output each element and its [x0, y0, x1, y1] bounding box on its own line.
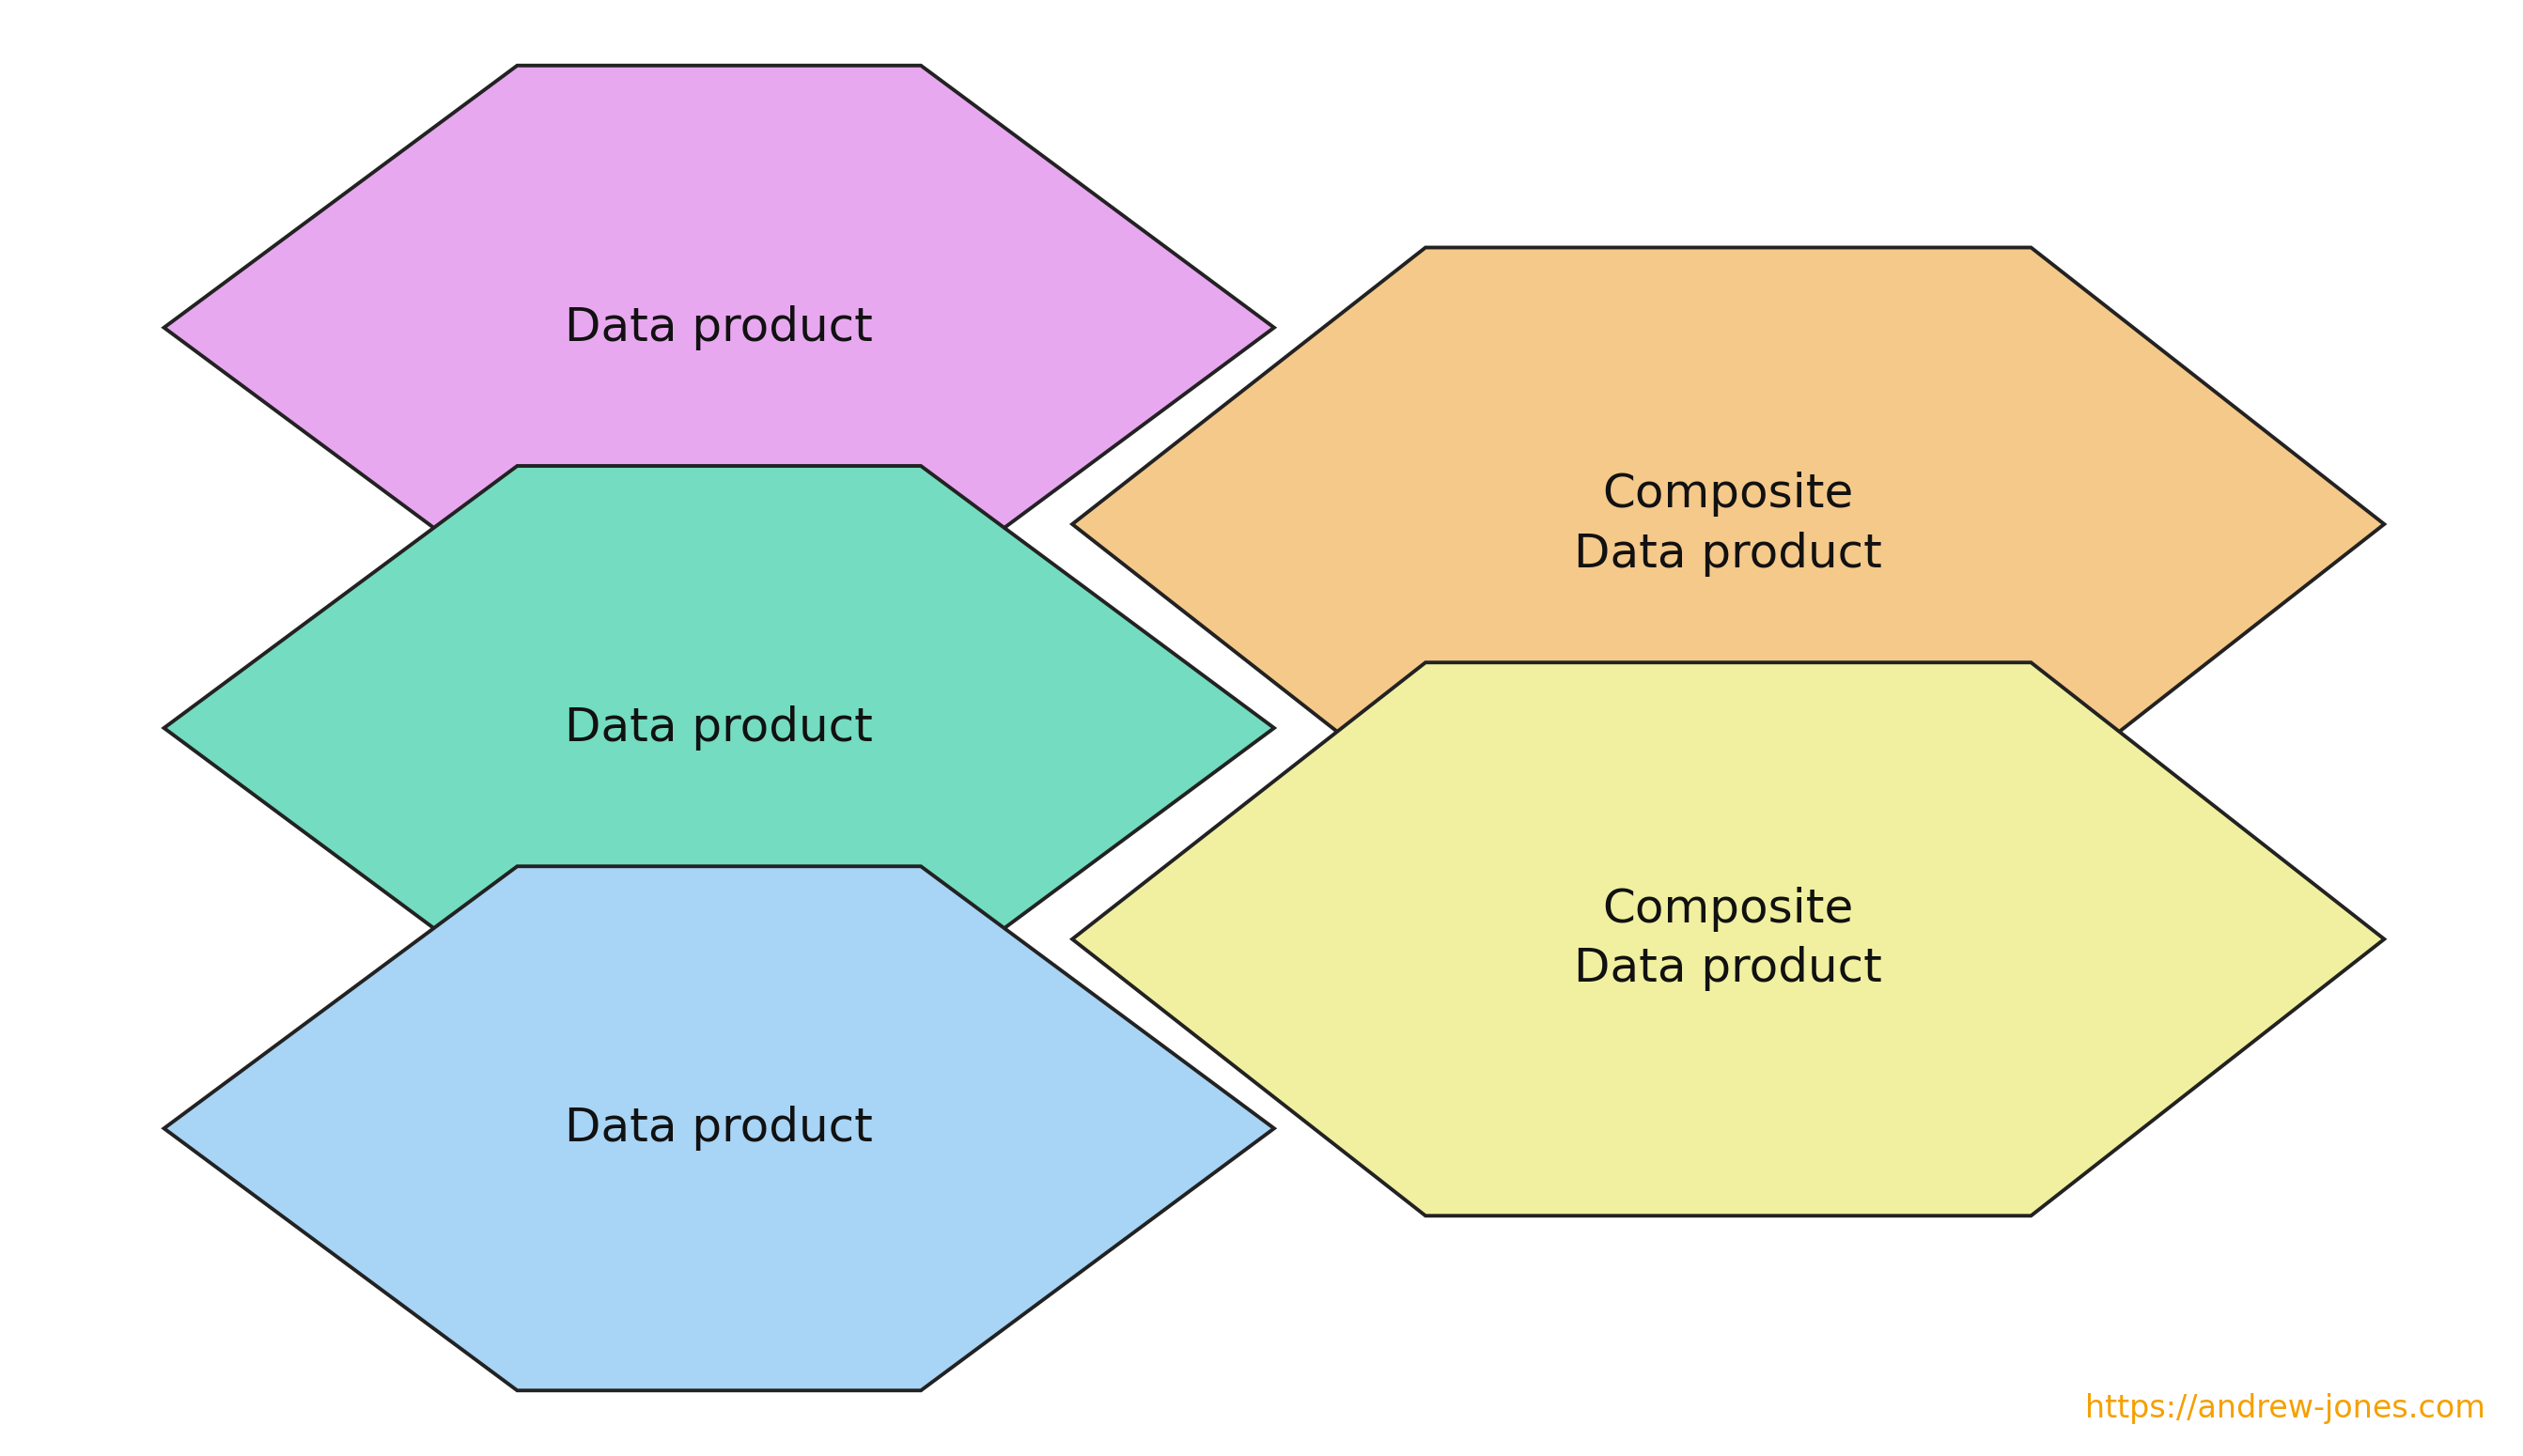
Polygon shape — [164, 466, 1274, 990]
Text: https://andrew-jones.com: https://andrew-jones.com — [2084, 1393, 2485, 1424]
Polygon shape — [1072, 248, 2384, 801]
Text: Data product: Data product — [565, 1107, 873, 1150]
Polygon shape — [164, 866, 1274, 1390]
Polygon shape — [164, 66, 1274, 590]
Text: Composite
Data product: Composite Data product — [1574, 472, 1882, 577]
Text: Data product: Data product — [565, 306, 873, 349]
Text: Data product: Data product — [565, 706, 873, 750]
Text: Composite
Data product: Composite Data product — [1574, 887, 1882, 992]
Polygon shape — [1072, 662, 2384, 1216]
